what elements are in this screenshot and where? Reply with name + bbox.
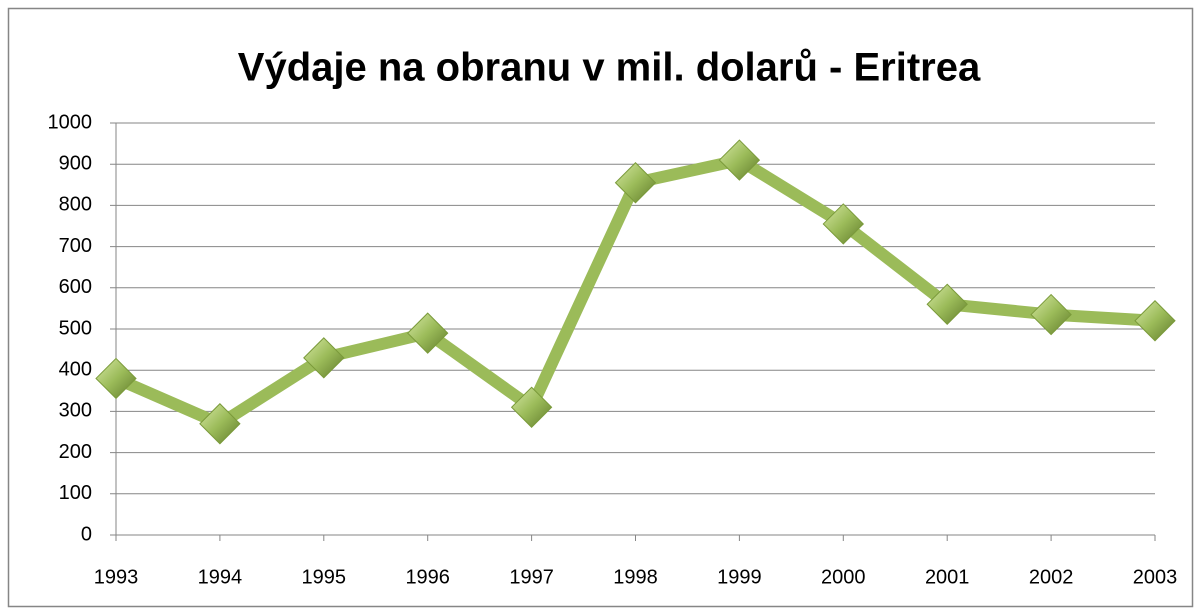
x-tick-label: 1999 — [717, 566, 762, 588]
y-tick-label: 500 — [59, 317, 92, 339]
x-tick-label: 2001 — [925, 566, 970, 588]
y-tick-label: 800 — [59, 194, 92, 216]
data-marker — [718, 139, 761, 181]
y-tick-label: 900 — [59, 152, 92, 174]
data-marker — [303, 337, 345, 379]
y-tick-label: 700 — [59, 235, 92, 257]
y-tick-label: 600 — [59, 276, 92, 298]
x-tick-label: 1993 — [94, 566, 139, 588]
x-tick-label: 1995 — [302, 566, 347, 588]
data-marker — [406, 312, 449, 354]
data-marker — [1134, 300, 1176, 342]
x-tick-label: 1998 — [613, 566, 658, 588]
x-tick-label: 1994 — [198, 566, 243, 588]
data-marker — [1030, 293, 1072, 336]
x-tick-label: 1996 — [405, 566, 450, 588]
x-tick-label: 1997 — [509, 566, 554, 588]
y-tick-label: 100 — [59, 482, 92, 504]
data-marker — [199, 403, 241, 445]
y-tick-label: 300 — [59, 400, 92, 422]
data-marker — [95, 357, 137, 400]
data-marker — [926, 283, 968, 325]
y-tick-label: 400 — [59, 358, 92, 380]
chart-title: Výdaje na obranu v mil. dolarů - Eritrea — [238, 46, 981, 90]
x-tick-label: 2000 — [821, 566, 866, 588]
x-tick-label: 2003 — [1133, 566, 1178, 588]
x-tick-label: 2002 — [1029, 566, 1074, 588]
y-tick-label: 200 — [59, 441, 92, 463]
data-marker — [614, 162, 657, 204]
y-tick-label: 1000 — [48, 111, 93, 133]
data-marker — [510, 386, 553, 428]
y-tick-label: 0 — [81, 523, 92, 545]
data-marker — [822, 203, 865, 245]
